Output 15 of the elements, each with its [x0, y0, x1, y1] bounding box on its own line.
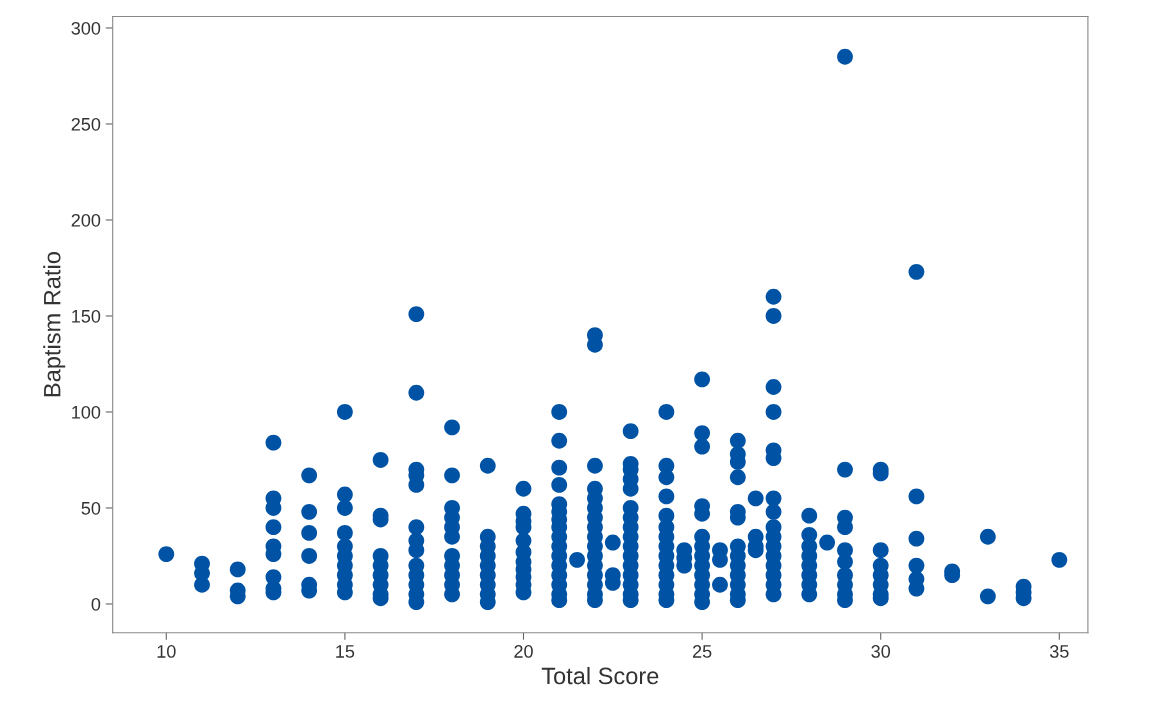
y-tick-label: 300 — [71, 21, 101, 35]
x-tick-label: 35 — [1049, 645, 1069, 658]
y-tick-label: 150 — [72, 309, 101, 323]
x-tick-label: 15 — [336, 645, 355, 658]
y-tick-label: 50 — [81, 501, 101, 515]
x-tick-label: 10 — [157, 645, 176, 658]
y-tick-label: 100 — [72, 405, 101, 419]
y-axis-title: Baptism Ratio — [43, 252, 66, 397]
x-tick-label: 20 — [514, 645, 533, 658]
y-tick-label: 200 — [71, 213, 101, 227]
y-tick-label: 250 — [71, 117, 101, 131]
y-tick-label: 0 — [91, 597, 101, 611]
x-axis-title: Total Score — [541, 666, 659, 685]
x-tick-label: 30 — [871, 645, 891, 658]
x-tick-label: 25 — [692, 645, 712, 658]
